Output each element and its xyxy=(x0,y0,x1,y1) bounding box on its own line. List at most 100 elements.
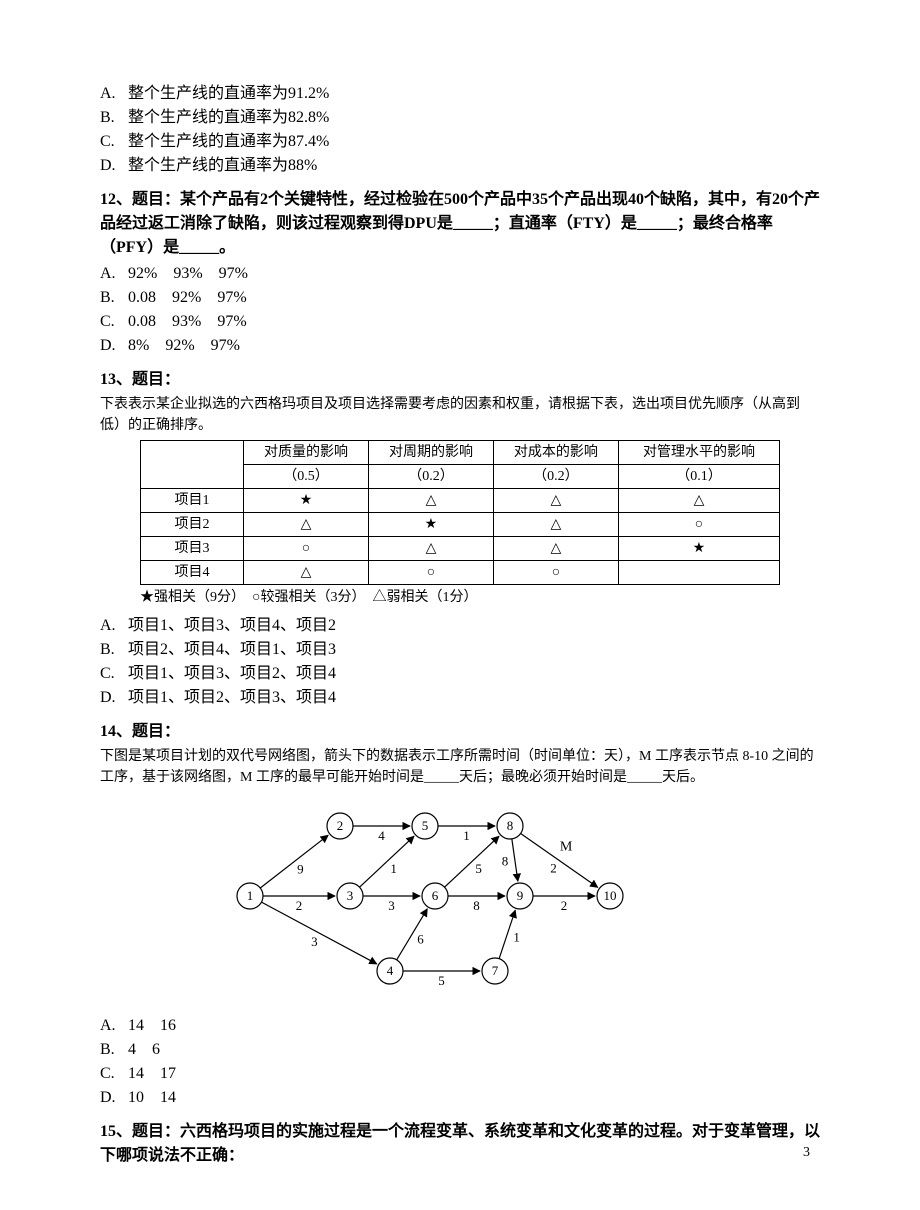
option-letter: C. xyxy=(100,1062,128,1086)
svg-text:2: 2 xyxy=(561,898,568,913)
option-text: 4 6 xyxy=(128,1038,160,1062)
option-letter: A. xyxy=(100,82,128,106)
table-cell: ○ xyxy=(244,537,369,561)
option-text: 0.08 93% 97% xyxy=(128,310,247,334)
table-row: 项目2△★△○ xyxy=(141,513,780,537)
q14-options: A.14 16B.4 6C.14 17D.10 14 xyxy=(100,1014,820,1110)
svg-text:1: 1 xyxy=(463,828,470,843)
q14-subtext: 下图是某项目计划的双代号网络图，箭头下的数据表示工序所需时间（时间单位：天），M… xyxy=(100,746,820,788)
svg-text:7: 7 xyxy=(492,963,499,978)
table-header xyxy=(141,441,244,489)
option-row: B.项目2、项目4、项目1、项目3 xyxy=(100,638,820,662)
table-row: 项目1★△△△ xyxy=(141,489,780,513)
option-letter: A. xyxy=(100,1014,128,1038)
table-cell: △ xyxy=(493,513,618,537)
table-cell: ○ xyxy=(618,513,779,537)
option-row: D.项目1、项目2、项目3、项目4 xyxy=(100,686,820,710)
option-text: 10 14 xyxy=(128,1086,176,1110)
svg-text:3: 3 xyxy=(311,934,318,949)
option-text: 14 16 xyxy=(128,1014,176,1038)
q14-network-diagram: 92341365158182M212345678910 xyxy=(220,796,820,1006)
option-text: 项目1、项目3、项目4、项目2 xyxy=(128,614,336,638)
svg-text:1: 1 xyxy=(247,888,254,903)
svg-text:4: 4 xyxy=(387,963,394,978)
option-row: D.10 14 xyxy=(100,1086,820,1110)
table-cell: ○ xyxy=(493,561,618,585)
option-row: C.0.08 93% 97% xyxy=(100,310,820,334)
svg-text:8: 8 xyxy=(502,853,509,868)
svg-text:5: 5 xyxy=(422,818,429,833)
table-cell: 项目4 xyxy=(141,561,244,585)
option-row: B.0.08 92% 97% xyxy=(100,286,820,310)
table-cell: ★ xyxy=(618,537,779,561)
q13-legend: ★强相关（9分） ○较强相关（3分） △弱相关（1分） xyxy=(140,587,820,608)
table-cell: △ xyxy=(493,489,618,513)
svg-text:2: 2 xyxy=(296,898,303,913)
table-cell: 项目1 xyxy=(141,489,244,513)
svg-text:1: 1 xyxy=(390,861,397,876)
svg-text:4: 4 xyxy=(378,828,385,843)
option-text: 整个生产线的直通率为91.2% xyxy=(128,82,329,106)
table-cell: △ xyxy=(368,537,493,561)
option-row: B.4 6 xyxy=(100,1038,820,1062)
option-letter: D. xyxy=(100,154,128,178)
option-letter: D. xyxy=(100,1086,128,1110)
q13-title: 13、题目： xyxy=(100,368,820,392)
svg-text:9: 9 xyxy=(297,862,304,877)
option-letter: A. xyxy=(100,614,128,638)
option-letter: D. xyxy=(100,334,128,358)
svg-text:2: 2 xyxy=(550,861,557,876)
option-letter: B. xyxy=(100,106,128,130)
q11-options: A.整个生产线的直通率为91.2%B.整个生产线的直通率为82.8%C.整个生产… xyxy=(100,82,820,178)
table-row: 项目3○△△★ xyxy=(141,537,780,561)
option-row: A.92% 93% 97% xyxy=(100,262,820,286)
option-row: C.项目1、项目3、项目2、项目4 xyxy=(100,662,820,686)
option-text: 0.08 92% 97% xyxy=(128,286,247,310)
option-text: 项目1、项目3、项目2、项目4 xyxy=(128,662,336,686)
table-cell xyxy=(618,561,779,585)
table-weight: （0.5） xyxy=(244,465,369,489)
table-cell: △ xyxy=(244,561,369,585)
table-cell: ★ xyxy=(368,513,493,537)
option-letter: C. xyxy=(100,130,128,154)
table-cell: △ xyxy=(368,489,493,513)
table-weight: （0.1） xyxy=(618,465,779,489)
table-cell: 项目2 xyxy=(141,513,244,537)
svg-text:8: 8 xyxy=(473,898,480,913)
table-weight: （0.2） xyxy=(368,465,493,489)
svg-text:3: 3 xyxy=(347,888,354,903)
option-letter: B. xyxy=(100,1038,128,1062)
option-row: C.14 17 xyxy=(100,1062,820,1086)
table-cell: ○ xyxy=(368,561,493,585)
svg-text:6: 6 xyxy=(417,932,424,947)
table-weight: （0.2） xyxy=(493,465,618,489)
option-letter: B. xyxy=(100,286,128,310)
option-row: B.整个生产线的直通率为82.8% xyxy=(100,106,820,130)
svg-text:2: 2 xyxy=(337,818,344,833)
svg-text:5: 5 xyxy=(475,861,482,876)
q14-title: 14、题目： xyxy=(100,720,820,744)
option-row: A.整个生产线的直通率为91.2% xyxy=(100,82,820,106)
option-text: 项目2、项目4、项目1、项目3 xyxy=(128,638,336,662)
option-letter: A. xyxy=(100,262,128,286)
option-text: 整个生产线的直通率为88% xyxy=(128,154,317,178)
svg-text:10: 10 xyxy=(604,888,617,903)
table-header: 对周期的影响 xyxy=(368,441,493,465)
option-text: 整个生产线的直通率为82.8% xyxy=(128,106,329,130)
table-header: 对管理水平的影响 xyxy=(618,441,779,465)
option-row: A.14 16 xyxy=(100,1014,820,1038)
table-cell: 项目3 xyxy=(141,537,244,561)
option-letter: B. xyxy=(100,638,128,662)
option-text: 项目1、项目2、项目3、项目4 xyxy=(128,686,336,710)
svg-text:M: M xyxy=(560,840,573,855)
option-letter: D. xyxy=(100,686,128,710)
table-header: 对质量的影响 xyxy=(244,441,369,465)
option-letter: C. xyxy=(100,662,128,686)
option-text: 92% 93% 97% xyxy=(128,262,248,286)
svg-text:1: 1 xyxy=(513,930,520,945)
option-row: D.整个生产线的直通率为88% xyxy=(100,154,820,178)
page-number: 3 xyxy=(803,1142,810,1163)
svg-text:6: 6 xyxy=(432,888,439,903)
q12-title: 12、题目：某个产品有2个关键特性，经过检验在500个产品中35个产品出现40个… xyxy=(100,188,820,260)
option-text: 8% 92% 97% xyxy=(128,334,240,358)
